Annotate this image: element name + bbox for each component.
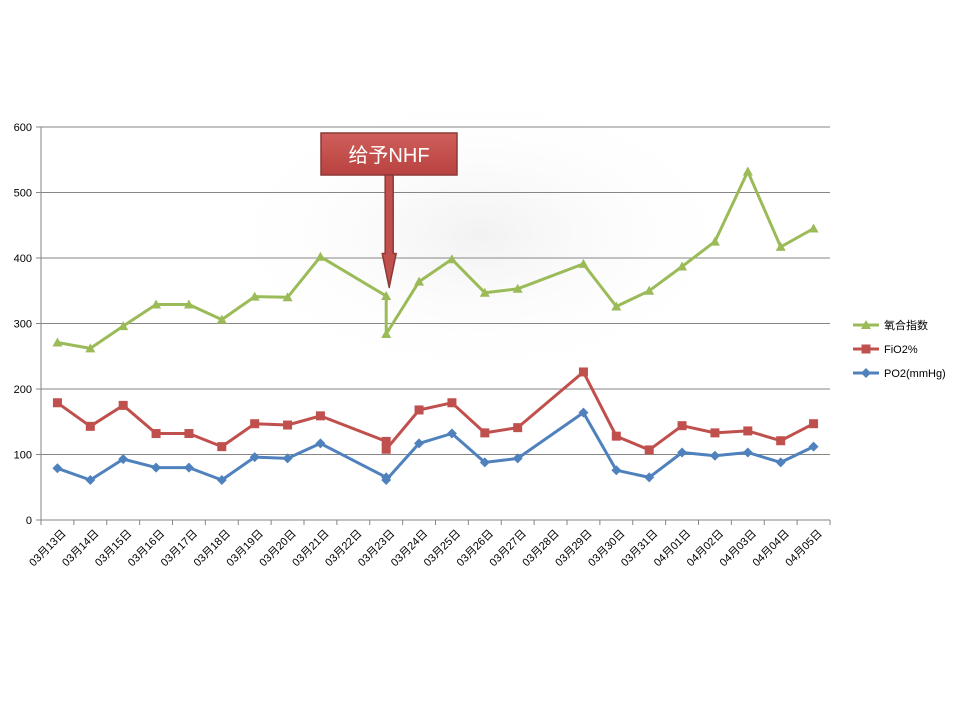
callout-box — [320, 132, 458, 176]
data-point-diamond — [677, 447, 688, 458]
legend-label: PO2(mmHg) — [884, 368, 946, 380]
data-point-triangle — [52, 337, 63, 347]
data-point-diamond — [249, 452, 260, 463]
data-point-square — [447, 398, 457, 408]
data-point-square — [52, 398, 62, 408]
y-tick-label: 100 — [14, 450, 32, 462]
y-tick-label: 600 — [14, 122, 32, 134]
data-point-triangle — [611, 301, 622, 311]
data-point-diamond — [315, 438, 326, 449]
data-point-diamond — [118, 454, 129, 465]
data-point-triangle — [249, 291, 260, 301]
series-FiO2% — [52, 367, 819, 455]
data-point-square — [85, 421, 95, 431]
data-point-triangle — [414, 276, 425, 286]
series-group — [52, 166, 819, 486]
data-point-triangle — [808, 223, 819, 233]
data-point-triangle — [315, 251, 326, 261]
data-point-triangle — [578, 258, 589, 268]
y-tick-label: 200 — [14, 384, 32, 396]
data-point-square — [578, 367, 588, 377]
data-point-square — [677, 421, 687, 431]
data-point-square — [151, 429, 161, 439]
data-point-square — [809, 419, 819, 429]
data-point-triangle — [85, 343, 96, 353]
data-point-square — [611, 431, 621, 441]
data-point-triangle — [151, 299, 162, 309]
data-point-diamond — [52, 463, 63, 474]
data-point-square — [743, 426, 753, 436]
data-point-triangle — [479, 287, 490, 297]
data-point-square — [644, 445, 654, 455]
data-point-triangle — [742, 166, 753, 176]
data-point-triangle — [118, 321, 129, 331]
data-point-triangle — [512, 283, 523, 293]
data-point-square — [776, 436, 786, 446]
data-point-square — [414, 405, 424, 415]
data-point-triangle — [446, 254, 457, 264]
data-point-triangle — [381, 290, 392, 300]
legend-label: FiO2% — [884, 344, 918, 356]
y-tick-label: 400 — [14, 253, 32, 265]
legend-item: PO2(mmHg) — [853, 368, 946, 380]
data-point-diamond — [644, 472, 655, 483]
data-point-square — [217, 442, 227, 452]
data-point-diamond — [381, 475, 392, 486]
data-point-diamond — [611, 465, 622, 476]
y-tick-label: 300 — [14, 319, 32, 331]
data-point-diamond — [742, 447, 753, 458]
data-point-diamond — [479, 457, 490, 468]
data-point-square — [861, 344, 871, 354]
legend: 氧合指数 FiO2% PO2(mmHg) — [853, 318, 946, 380]
data-point-triangle — [861, 320, 871, 329]
annotation-callout: 给予NHF — [320, 132, 458, 289]
data-point-triangle — [216, 314, 227, 324]
data-point-diamond — [578, 407, 589, 418]
data-point-square — [710, 428, 720, 438]
series-氧合指数 — [52, 166, 819, 353]
data-point-square — [118, 400, 128, 410]
data-point-triangle — [677, 261, 688, 271]
data-point-square — [513, 423, 523, 433]
x-tick-label: 04月05日 — [783, 528, 824, 569]
legend-item: 氧合指数 — [853, 318, 928, 332]
data-point-diamond — [775, 457, 786, 468]
data-point-triangle — [381, 328, 392, 338]
data-point-square — [381, 436, 391, 446]
data-point-square — [480, 428, 490, 438]
data-point-square — [184, 429, 194, 439]
data-point-triangle — [709, 236, 720, 246]
background-glow — [210, 85, 750, 385]
series-line — [56, 411, 815, 482]
data-point-square — [381, 444, 391, 454]
data-point-square — [315, 411, 325, 421]
data-point-diamond — [216, 475, 227, 486]
callout-text: 给予NHF — [348, 144, 429, 167]
data-point-diamond — [282, 453, 293, 464]
y-axis-ticks: 0 100 200 300 400 500 600 — [14, 122, 41, 527]
data-point-diamond — [861, 368, 871, 378]
data-point-diamond — [808, 441, 819, 452]
data-point-diamond — [85, 475, 96, 486]
data-point-diamond — [709, 450, 720, 461]
y-tick-label: 500 — [14, 188, 32, 200]
callout-arrow — [381, 174, 397, 289]
data-point-triangle — [183, 299, 194, 309]
data-point-diamond — [446, 428, 457, 439]
data-point-square — [283, 420, 293, 430]
data-point-diamond — [151, 462, 162, 473]
data-point-diamond — [183, 462, 194, 473]
data-point-diamond — [414, 438, 425, 449]
legend-item: FiO2% — [853, 344, 918, 356]
series-PO2(mmHg) — [52, 407, 819, 486]
legend-label: 氧合指数 — [884, 318, 928, 332]
y-tick-label: 0 — [26, 515, 32, 527]
data-point-triangle — [644, 285, 655, 295]
data-point-triangle — [282, 292, 293, 302]
data-point-diamond — [512, 453, 523, 464]
data-point-square — [250, 419, 260, 429]
x-axis-ticks: 03月13日03月14日03月15日03月16日03月17日03月18日03月1… — [27, 520, 831, 569]
data-point-triangle — [775, 241, 786, 251]
